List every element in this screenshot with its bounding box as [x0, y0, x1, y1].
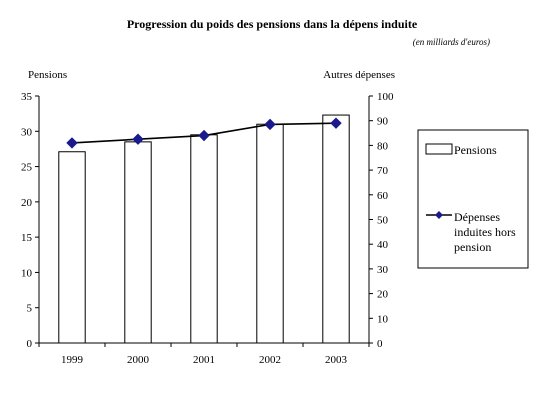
line-point-2002	[264, 118, 276, 131]
y-left-tick-label: 20	[21, 197, 33, 209]
y-right-tick-label: 70	[377, 165, 389, 177]
line-point-2000	[132, 133, 144, 145]
bar-2000	[124, 141, 152, 344]
x-tick-label: 1999	[61, 354, 84, 366]
y-left-tick-label: 25	[21, 162, 33, 174]
y-right-tick-label: 30	[377, 264, 389, 276]
legend-swatch-pensions	[425, 143, 453, 155]
y-left-tick-label: 10	[21, 267, 33, 279]
y-right-tick-label: 50	[377, 215, 389, 227]
y-right-tick-label: 90	[377, 116, 389, 128]
line-point-2001	[198, 129, 210, 142]
y-left-tick-label: 0	[27, 338, 33, 350]
legend-label-depenses: Dépenses	[454, 210, 500, 224]
y-right-tick-label: 100	[377, 91, 394, 103]
y-right-axis-label: Autres dépenses	[323, 69, 395, 81]
line-point-2003	[330, 117, 342, 129]
x-tick-label: 2000	[127, 354, 150, 366]
y-right-tick-label: 0	[377, 338, 383, 350]
y-right-tick-label: 80	[377, 140, 389, 152]
legend-swatch-marker	[435, 211, 443, 219]
bar-2003	[322, 114, 350, 344]
y-left-axis-label: Pensions	[28, 69, 67, 81]
y-right-tick-label: 40	[377, 239, 389, 251]
y-right-tick-label: 10	[377, 313, 389, 325]
y-right-tick-label: 20	[377, 289, 389, 301]
plot-area: 0 5 10 15 20 25 30 35 0 10 20 30 40 50 60 70 80 90 100 1999…	[21, 91, 394, 366]
line-point-1999	[66, 137, 78, 149]
x-tick-label: 2003	[325, 354, 348, 366]
y-left-tick-label: 15	[21, 232, 33, 244]
x-tick-label: 2001	[193, 354, 215, 366]
chart-title: Progression du poids des pensions dans l…	[127, 17, 418, 31]
bar-1999	[58, 151, 86, 344]
bar-2001	[190, 134, 218, 344]
x-tick-label: 2002	[259, 354, 281, 366]
y-left-tick-label: 5	[27, 303, 33, 315]
legend-label-pensions: Pensions	[454, 143, 497, 157]
y-right-tick-label: 60	[377, 190, 389, 202]
y-left-tick-label: 30	[21, 126, 33, 138]
chart-subtitle: (en milliards d'euros)	[413, 37, 490, 47]
legend-label-depenses: induites hors	[454, 225, 516, 239]
bar-2002	[256, 123, 284, 344]
y-left-tick-label: 35	[21, 91, 33, 103]
legend-label-depenses: pension	[454, 240, 491, 254]
